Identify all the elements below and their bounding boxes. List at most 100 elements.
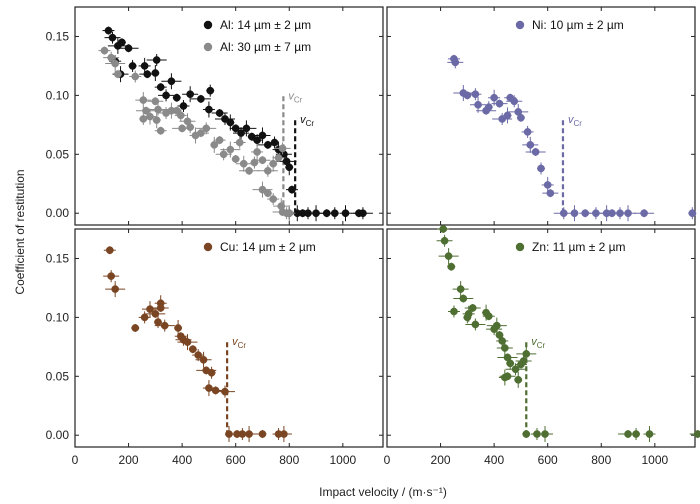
marker [330, 209, 339, 218]
data-point [172, 93, 181, 102]
data-point [128, 59, 137, 72]
x-tick-label: 1000 [641, 453, 668, 467]
data-point [138, 311, 151, 324]
data-point [330, 207, 339, 220]
marker [322, 209, 331, 218]
marker [140, 62, 149, 70]
marker [537, 164, 545, 173]
marker [151, 97, 160, 106]
series-0 [436, 225, 700, 443]
data-point [151, 64, 160, 81]
marker [221, 387, 229, 396]
panel-frame [386, 228, 696, 448]
data-point [272, 153, 285, 162]
vcr-label: vCr [568, 114, 582, 128]
marker [235, 138, 244, 147]
data-point [251, 143, 264, 160]
data-point [308, 205, 325, 222]
data-point [186, 121, 195, 134]
y-tick-label: 0.00 [46, 206, 70, 220]
data-point [542, 189, 559, 198]
marker [270, 138, 279, 147]
legend-label: Zn: 11 µm ± 2 µm [532, 240, 626, 254]
data-point [491, 99, 508, 108]
marker [341, 209, 350, 218]
marker [570, 209, 579, 218]
marker [239, 159, 248, 168]
marker [179, 102, 188, 110]
marker [258, 185, 267, 194]
data-point [258, 430, 267, 439]
data-point [103, 246, 116, 255]
marker [199, 355, 208, 364]
data-point [643, 426, 656, 443]
data-point [464, 303, 481, 312]
data-point [570, 205, 579, 222]
marker [263, 189, 272, 198]
x-tick-label: 200 [119, 453, 139, 467]
data-point [274, 142, 291, 155]
marker [197, 129, 205, 137]
data-point [465, 318, 486, 331]
marker [253, 136, 261, 145]
data-point [236, 120, 257, 137]
data-point [521, 125, 534, 138]
data-point [525, 147, 546, 156]
data-point [229, 124, 242, 133]
data-point [202, 380, 215, 397]
data-point [195, 351, 212, 368]
data-point [146, 54, 167, 67]
data-point [174, 319, 183, 336]
data-point [269, 155, 278, 172]
data-point [689, 430, 700, 439]
marker [114, 70, 122, 79]
y-tick-label: 0.00 [46, 428, 70, 442]
marker [632, 430, 640, 438]
marker [490, 93, 498, 102]
x-tick-label: 600 [538, 453, 558, 467]
marker [581, 209, 590, 218]
data-point [285, 159, 294, 176]
marker [139, 96, 148, 104]
data-point [252, 181, 273, 198]
legend-marker [203, 42, 213, 52]
data-point [254, 156, 271, 165]
marker [543, 181, 552, 189]
x-tick-label: 200 [431, 453, 451, 467]
x-tick-label: 0 [72, 453, 79, 467]
marker [152, 116, 161, 124]
x-tick-label: 400 [172, 453, 192, 467]
marker [624, 209, 632, 218]
marker [160, 321, 169, 330]
data-point [113, 70, 122, 79]
marker [526, 141, 535, 149]
marker [162, 91, 170, 100]
data-point [135, 92, 152, 109]
marker [495, 99, 504, 108]
marker [269, 159, 278, 168]
marker [498, 337, 507, 345]
marker [450, 307, 458, 316]
data-point [139, 112, 148, 125]
data-point [158, 89, 175, 102]
y-tick-label: 0.15 [46, 29, 70, 43]
data-point [239, 426, 260, 443]
data-point [515, 354, 532, 367]
marker [205, 105, 213, 114]
legend-marker [515, 20, 525, 30]
marker [205, 384, 213, 392]
data-point [516, 345, 537, 362]
marker [186, 123, 195, 132]
data-point [462, 305, 475, 322]
marker [118, 38, 126, 47]
marker [131, 324, 140, 332]
data-point [503, 107, 512, 124]
marker [226, 145, 235, 154]
panel-frame [386, 6, 696, 226]
marker [522, 430, 531, 438]
y-tick-label: 0.10 [46, 310, 70, 324]
marker [151, 309, 160, 318]
legend-label: Ni: 10 µm ± 2 µm [532, 18, 624, 32]
marker [447, 262, 456, 271]
marker [503, 111, 512, 120]
